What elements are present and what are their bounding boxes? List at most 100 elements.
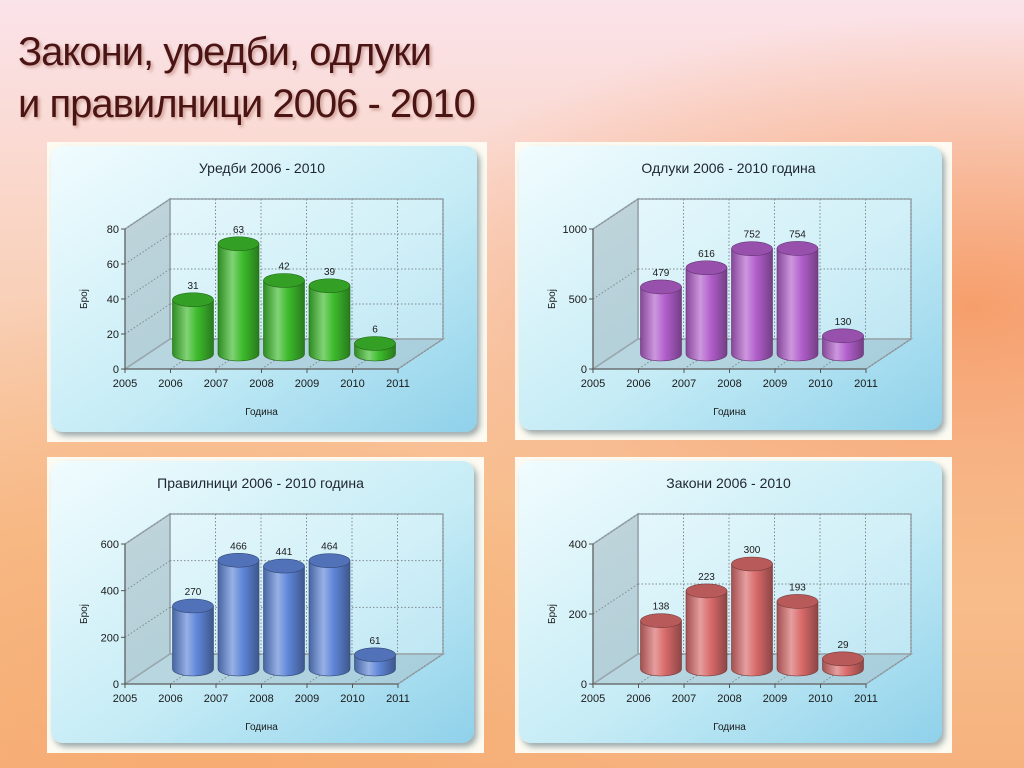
bar-value-label: 61 <box>369 636 381 647</box>
x-tick-label: 2007 <box>204 693 228 705</box>
bar-value-label: 464 <box>321 542 338 553</box>
bar-value-label: 193 <box>789 582 806 593</box>
x-tick-label: 2008 <box>717 378 741 390</box>
chart-svg: Одлуки 2006 - 2010 година 0 500 1000 2005 200… <box>519 146 942 430</box>
y-tick-label: 0 <box>113 364 119 376</box>
bar-value-label: 39 <box>324 267 336 278</box>
bar-value-label: 223 <box>698 572 715 583</box>
chart-title: Уредби 2006 - 2010 <box>199 160 325 176</box>
chart-svg: Закони 2006 - 2010 0 200 400 2005 2006 2007 200… <box>519 461 942 743</box>
chart-svg: Правилници 2006 - 2010 година 0 200 400 600 2… <box>51 461 474 743</box>
chart-panel-pravilnici: Правилници 2006 - 2010 година 0 200 400 600 2… <box>47 457 484 753</box>
chart-svg: Уредби 2006 - 2010 0 20 40 60 80 2005 2006 2007 2… <box>51 146 477 432</box>
bar-value-label: 479 <box>653 268 670 279</box>
bar <box>172 292 214 362</box>
y-tick-label: 0 <box>581 679 587 691</box>
x-tick-label: 2008 <box>717 693 741 705</box>
bar <box>217 236 260 362</box>
chart-panel-uredbi: Уредби 2006 - 2010 0 20 40 60 80 2005 2006 2007 2… <box>47 142 487 442</box>
bar <box>263 558 305 677</box>
bar <box>640 613 682 677</box>
bar-value-label: 138 <box>653 602 670 613</box>
x-axis-label: Година <box>245 722 278 733</box>
y-tick-label: 40 <box>107 294 119 306</box>
slide-title: Закони, уредби, одлуки и правилници 2006… <box>18 26 476 130</box>
grid-lines <box>124 198 444 370</box>
x-tick-label: 2007 <box>204 378 228 390</box>
bar-value-label: 616 <box>698 249 715 260</box>
x-tick-label: 2009 <box>295 693 319 705</box>
bar <box>640 279 682 362</box>
y-axis-label: Број <box>547 289 558 309</box>
bar <box>776 594 819 677</box>
bar-value-label: 752 <box>744 230 761 241</box>
bar-value-label: 300 <box>744 545 761 556</box>
bar-value-label: 29 <box>837 640 849 651</box>
y-tick-label: 0 <box>581 364 587 376</box>
y-tick-label: 600 <box>101 539 119 551</box>
x-tick-label: 2005 <box>581 378 605 390</box>
chart-panel-odluki: Одлуки 2006 - 2010 година 0 500 1000 2005 200… <box>515 142 952 440</box>
x-tick-label: 2005 <box>113 378 137 390</box>
y-tick-label: 400 <box>101 586 119 598</box>
x-tick-label: 2010 <box>808 378 832 390</box>
x-tick-label: 2008 <box>249 378 273 390</box>
y-tick-label: 60 <box>107 259 119 271</box>
x-tick-label: 2008 <box>249 693 273 705</box>
bar <box>354 336 396 362</box>
bar-value-label: 42 <box>278 262 290 273</box>
slide-title-line-2: и правилници 2006 - 2010 <box>18 82 476 126</box>
bar <box>172 598 214 677</box>
bar <box>776 241 819 362</box>
x-tick-label: 2006 <box>158 693 182 705</box>
bar <box>731 556 773 677</box>
x-tick-label: 2006 <box>626 378 650 390</box>
chart-title: Одлуки 2006 - 2010 година <box>641 160 815 176</box>
bar-value-label: 754 <box>789 229 806 240</box>
x-tick-label: 2005 <box>113 693 137 705</box>
y-tick-label: 0 <box>113 679 119 691</box>
y-tick-label: 80 <box>107 224 119 236</box>
x-tick-label: 2011 <box>854 693 878 705</box>
bar <box>308 278 351 362</box>
x-tick-label: 2010 <box>808 693 832 705</box>
bar <box>822 651 864 677</box>
grid-lines <box>592 513 912 685</box>
y-axis-label: Број <box>79 604 90 624</box>
bar-value-label: 63 <box>233 225 245 236</box>
bar-value-label: 441 <box>276 547 293 558</box>
bar <box>685 583 728 677</box>
bar-value-label: 6 <box>372 325 378 336</box>
bar-value-label: 31 <box>187 281 199 292</box>
bar-value-label: 466 <box>230 541 247 552</box>
bar <box>263 273 305 362</box>
bar-value-label: 270 <box>185 587 202 598</box>
x-axis-label: Година <box>713 722 746 733</box>
bar-value-label: 130 <box>835 317 852 328</box>
y-tick-label: 200 <box>101 632 119 644</box>
x-tick-label: 2010 <box>340 378 364 390</box>
chart-title: Закони 2006 - 2010 <box>666 475 791 491</box>
grid-lines <box>124 513 444 685</box>
y-tick-label: 400 <box>569 539 587 551</box>
x-tick-label: 2009 <box>295 378 319 390</box>
x-tick-label: 2006 <box>158 378 182 390</box>
x-axis-label: Година <box>713 407 746 418</box>
x-tick-label: 2005 <box>581 693 605 705</box>
bar <box>731 241 773 362</box>
grid-lines <box>592 198 912 370</box>
slide-title-line-1: Закони, уредби, одлуки <box>18 30 432 74</box>
y-tick-label: 200 <box>569 609 587 621</box>
x-tick-label: 2011 <box>386 378 410 390</box>
bar <box>822 328 864 362</box>
y-axis-label: Број <box>547 604 558 624</box>
bar <box>685 260 728 362</box>
bar <box>354 647 396 677</box>
x-tick-label: 2006 <box>626 693 650 705</box>
chart-panel-zakoni: Закони 2006 - 2010 0 200 400 2005 2006 2007 200… <box>515 457 952 753</box>
y-tick-label: 500 <box>569 294 587 306</box>
y-axis-label: Број <box>79 289 90 309</box>
x-tick-label: 2007 <box>672 378 696 390</box>
x-tick-label: 2009 <box>763 693 787 705</box>
y-tick-label: 1000 <box>563 224 587 236</box>
